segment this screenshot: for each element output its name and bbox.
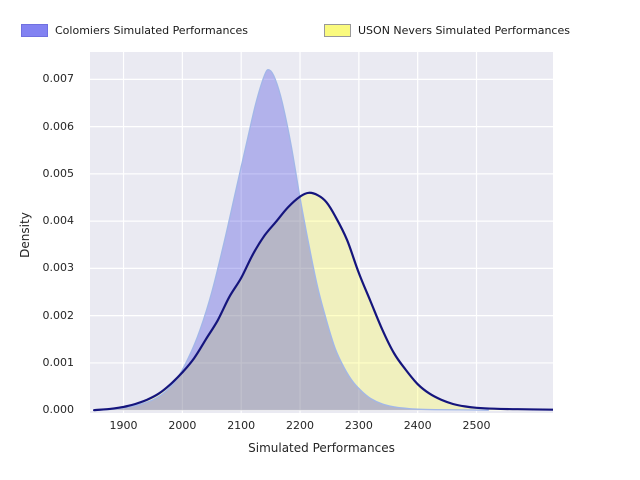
y-tick-label: 0.004 [42, 214, 75, 228]
y-tick-label: 0.006 [42, 119, 75, 133]
y-tick-label: 0.002 [42, 308, 75, 322]
x-tick-label: 2300 [344, 419, 373, 432]
x-axis-title: Simulated Performances [248, 441, 395, 455]
legend-label-uson: USON Nevers Simulated Performances [358, 23, 570, 37]
y-tick-label: 0.000 [42, 403, 75, 417]
x-tick-label: 2400 [403, 419, 432, 432]
legend-item-uson: USON Nevers Simulated Performances [324, 22, 570, 38]
y-tick-label: 0.005 [42, 166, 75, 180]
uson-swatch-icon [324, 23, 351, 37]
y-tick-label: 0.003 [42, 261, 75, 275]
x-tick-label: 1900 [109, 419, 138, 432]
x-tick-label: 2500 [462, 419, 491, 432]
legend-item-colomiers: Colomiers Simulated Performances [21, 22, 248, 38]
x-tick-label: 2100 [227, 419, 256, 432]
legend-label-colomiers: Colomiers Simulated Performances [55, 23, 249, 37]
y-axis-title: Density [18, 212, 32, 258]
x-tick-label: 2200 [286, 419, 315, 432]
x-tick-label: 2000 [168, 419, 197, 432]
y-tick-label: 0.001 [42, 355, 75, 369]
colomiers-swatch-icon [21, 23, 48, 37]
y-tick-label: 0.007 [42, 72, 75, 86]
